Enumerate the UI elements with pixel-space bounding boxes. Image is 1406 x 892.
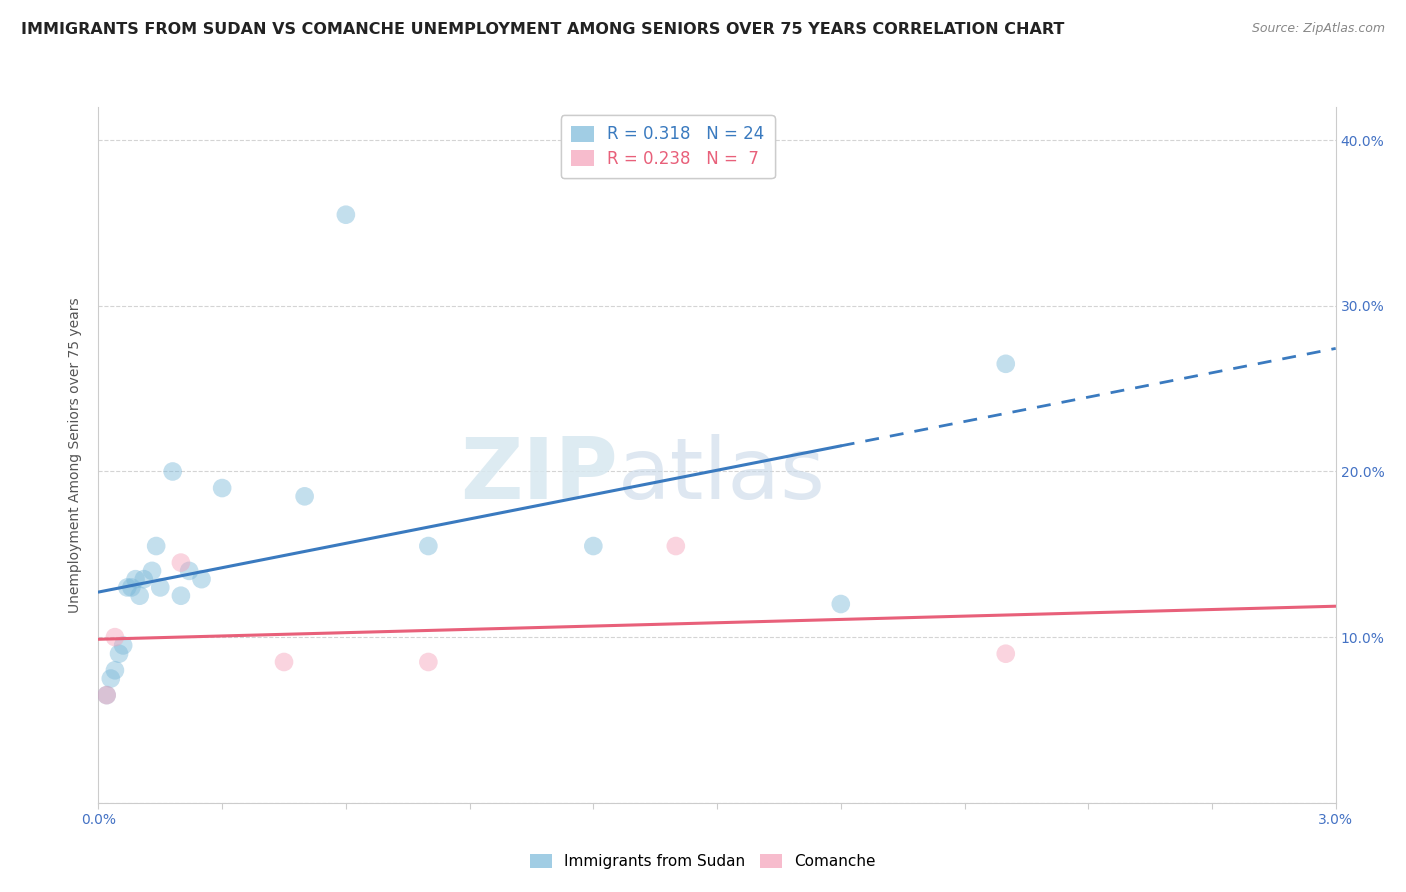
Legend: Immigrants from Sudan, Comanche: Immigrants from Sudan, Comanche xyxy=(524,847,882,875)
Point xyxy=(994,647,1017,661)
Point xyxy=(145,539,167,553)
Point xyxy=(170,556,193,570)
Point xyxy=(104,630,127,644)
Point xyxy=(96,688,118,702)
Point xyxy=(120,581,142,595)
Point xyxy=(582,539,605,553)
Point xyxy=(141,564,163,578)
Point xyxy=(124,572,146,586)
Point xyxy=(830,597,852,611)
Point xyxy=(294,489,316,503)
Point xyxy=(149,581,172,595)
Point xyxy=(190,572,212,586)
Point xyxy=(96,688,118,702)
Point xyxy=(273,655,295,669)
Y-axis label: Unemployment Among Seniors over 75 years: Unemployment Among Seniors over 75 years xyxy=(69,297,83,613)
Point xyxy=(132,572,155,586)
Text: IMMIGRANTS FROM SUDAN VS COMANCHE UNEMPLOYMENT AMONG SENIORS OVER 75 YEARS CORRE: IMMIGRANTS FROM SUDAN VS COMANCHE UNEMPL… xyxy=(21,22,1064,37)
Point xyxy=(108,647,131,661)
Point xyxy=(104,663,127,677)
Text: atlas: atlas xyxy=(619,434,827,517)
Legend: R = 0.318   N = 24, R = 0.238   N =  7: R = 0.318 N = 24, R = 0.238 N = 7 xyxy=(561,115,775,178)
Point xyxy=(211,481,233,495)
Point xyxy=(665,539,688,553)
Point xyxy=(418,539,440,553)
Point xyxy=(170,589,193,603)
Point xyxy=(335,208,357,222)
Point xyxy=(418,655,440,669)
Point xyxy=(179,564,201,578)
Text: ZIP: ZIP xyxy=(460,434,619,517)
Point xyxy=(112,639,135,653)
Point xyxy=(100,672,122,686)
Point xyxy=(117,581,139,595)
Point xyxy=(128,589,150,603)
Point xyxy=(994,357,1017,371)
Text: Source: ZipAtlas.com: Source: ZipAtlas.com xyxy=(1251,22,1385,36)
Point xyxy=(162,465,184,479)
